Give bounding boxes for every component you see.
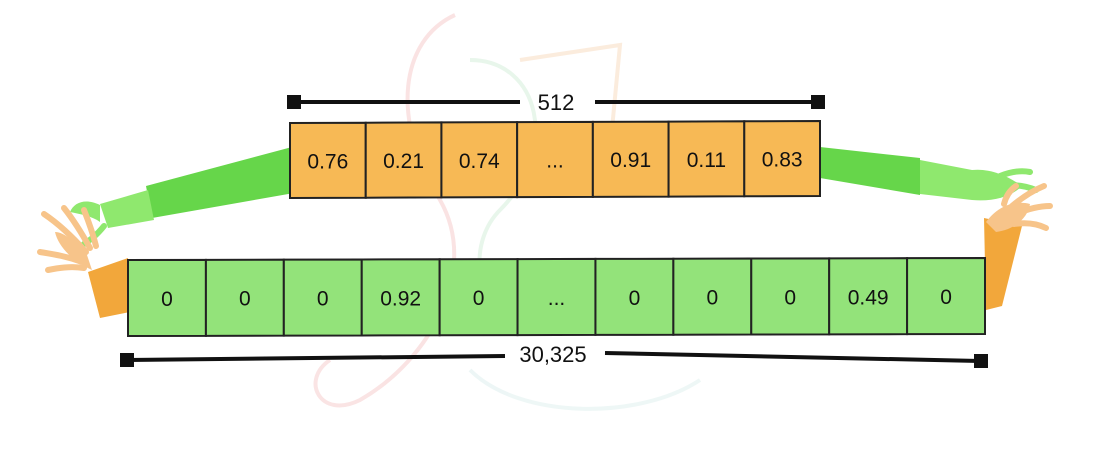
dense-cell-value: 0.21 bbox=[383, 150, 424, 173]
sparse-cell-value: 0.92 bbox=[380, 287, 421, 310]
dense-cell-value: 0.74 bbox=[459, 150, 500, 173]
left-stretching-hands-icon bbox=[37, 147, 294, 318]
sparse-dimension-bar: 30,325 bbox=[120, 342, 988, 368]
dense-cell-value: 0.83 bbox=[762, 149, 803, 172]
sparse-cell-value: 0 bbox=[239, 288, 251, 311]
sparse-cell-value: 0.49 bbox=[848, 286, 889, 309]
dense-cell-value: 0.91 bbox=[610, 149, 651, 172]
dense-dimension-bar: 512 bbox=[287, 90, 825, 115]
music-note-watermark-icon bbox=[313, 13, 702, 411]
sparse-vector: 0 0 0 0.92 0... 0 0 0 0.49 0 bbox=[127, 256, 986, 338]
right-stretching-hands-icon bbox=[820, 147, 1053, 310]
dense-cell-value: 0.11 bbox=[687, 149, 726, 172]
sparse-cell-value: 0 bbox=[629, 287, 641, 310]
dense-cell-value: ... bbox=[546, 150, 564, 173]
sparse-cell-value: ... bbox=[548, 287, 566, 310]
sparse-cell-value: 0 bbox=[940, 286, 952, 309]
sparse-cell-value: 0 bbox=[161, 288, 173, 311]
sparse-cell bbox=[906, 256, 986, 336]
dense-cell-value: 0.76 bbox=[307, 150, 348, 173]
dense-dimension-label: 512 bbox=[538, 90, 575, 115]
dense-vector: 0.76 0.21 0.74... 0.91 0.11 0.83 bbox=[289, 119, 821, 200]
sparse-cell-value: 0 bbox=[317, 288, 329, 311]
dense-cell bbox=[743, 119, 821, 198]
sparse-cell-value: 0 bbox=[473, 287, 485, 310]
sparse-cell-value: 0 bbox=[784, 286, 796, 309]
sparse-cell-value: 0 bbox=[706, 287, 718, 310]
sparse-dimension-label: 30,325 bbox=[519, 342, 586, 367]
